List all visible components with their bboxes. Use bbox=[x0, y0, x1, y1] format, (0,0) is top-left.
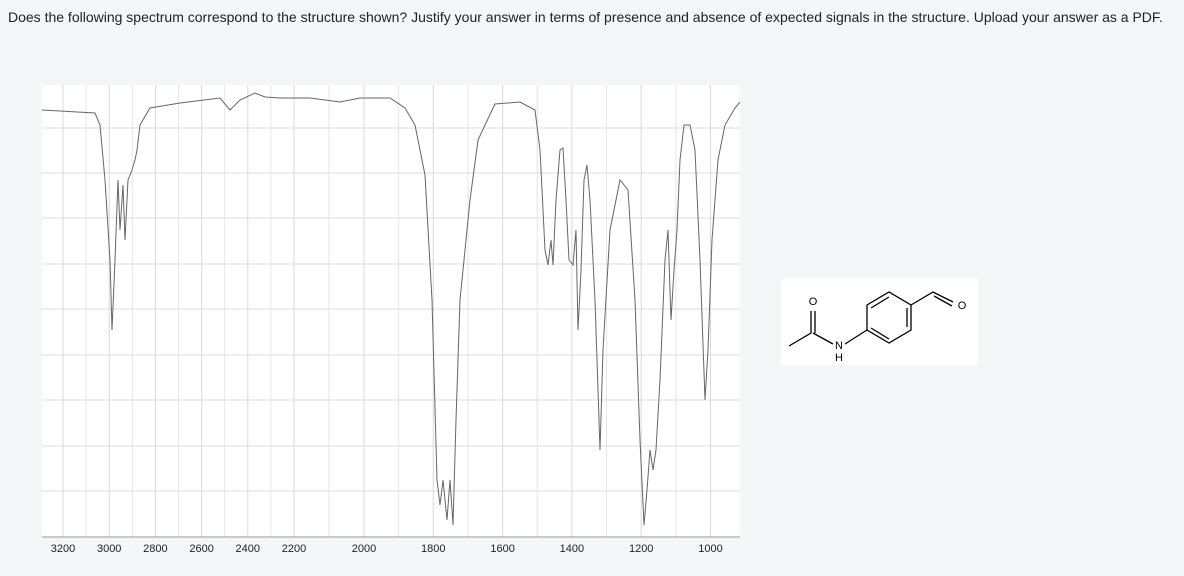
grid bbox=[62, 85, 711, 537]
x-tick-label: 2600 bbox=[189, 543, 213, 555]
atom: O bbox=[958, 300, 967, 312]
x-tick-label: 1400 bbox=[560, 543, 584, 555]
x-tick-label: 3200 bbox=[51, 543, 75, 555]
spectrum: 3200 3000 2800 2600 2400 2200 2000 1800 1600 1400… bbox=[41, 85, 741, 555]
atom: N bbox=[835, 340, 843, 352]
plot-area bbox=[42, 85, 740, 537]
x-tick-label: 2400 bbox=[236, 543, 260, 555]
bonds bbox=[788, 291, 954, 347]
x-tick-label: 3000 bbox=[97, 543, 121, 555]
x-tick-label: 2200 bbox=[282, 543, 306, 555]
atom: H bbox=[835, 352, 843, 364]
x-tick-label: 1000 bbox=[698, 543, 722, 555]
h-grid bbox=[42, 127, 740, 492]
x-tick-label: 2800 bbox=[143, 543, 167, 555]
x-tick-label: 1600 bbox=[490, 543, 514, 555]
x-tick-label: 1200 bbox=[629, 543, 653, 555]
x-tick-label: 1800 bbox=[421, 543, 445, 555]
x-tick-label: 2000 bbox=[352, 543, 376, 555]
spectrum-curve bbox=[41, 92, 741, 526]
atom: O bbox=[809, 296, 818, 308]
question-text: Does the following spectrum correspond t… bbox=[8, 9, 1163, 25]
structure: O N H O bbox=[781, 278, 978, 365]
x-ticks: 3200 3000 2800 2600 2400 2200 2000 1800 1600 1400… bbox=[51, 543, 723, 555]
